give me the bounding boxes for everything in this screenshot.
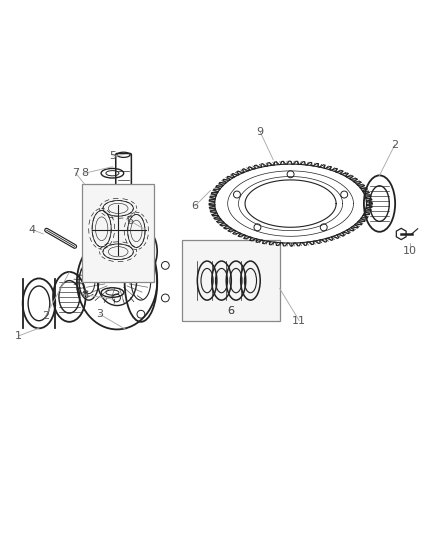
Text: 2: 2 xyxy=(391,140,398,150)
Text: 10: 10 xyxy=(403,246,417,256)
Text: 11: 11 xyxy=(292,316,306,326)
Text: 6: 6 xyxy=(227,306,234,316)
Text: 1: 1 xyxy=(15,331,22,341)
Bar xyxy=(82,184,154,281)
Text: 8: 8 xyxy=(81,168,88,178)
Text: 4: 4 xyxy=(29,224,36,235)
Text: 8: 8 xyxy=(81,290,88,300)
Text: 6: 6 xyxy=(127,216,134,226)
Text: 7: 7 xyxy=(72,168,79,178)
Text: 9: 9 xyxy=(257,127,264,137)
Text: 3: 3 xyxy=(96,309,103,319)
Text: 6: 6 xyxy=(192,201,199,211)
Text: 2: 2 xyxy=(42,311,49,321)
Bar xyxy=(182,240,280,321)
Text: 5: 5 xyxy=(109,151,116,161)
Text: 6: 6 xyxy=(227,306,234,316)
